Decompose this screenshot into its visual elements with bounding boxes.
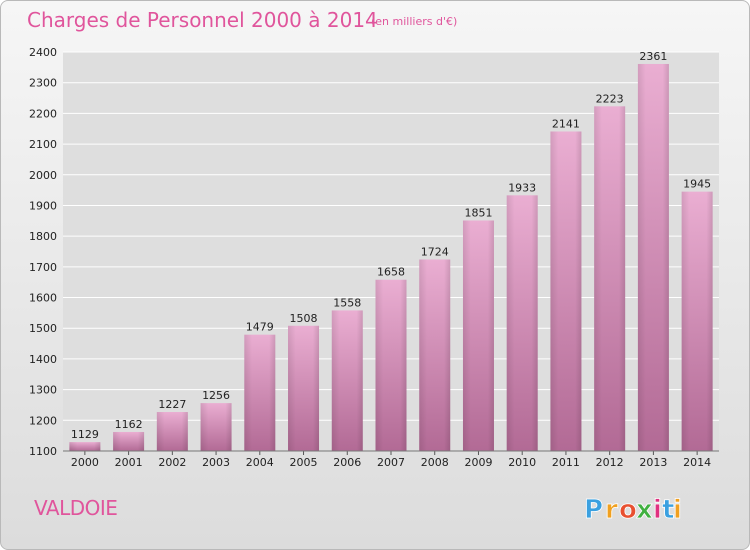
y-tick-label: 1900: [29, 199, 57, 212]
x-tick-label: 2005: [290, 456, 318, 469]
data-label: 2141: [552, 117, 580, 130]
bar-shade: [69, 442, 101, 451]
bar-shade: [681, 191, 713, 451]
data-label: 1945: [683, 178, 711, 191]
bar-shade: [419, 259, 451, 451]
logo-letter: P: [584, 495, 603, 525]
logo-letter: i: [673, 495, 682, 525]
x-tick-label: 2004: [246, 456, 274, 469]
data-label: 2361: [639, 50, 667, 63]
y-tick-label: 2000: [29, 169, 57, 182]
data-label: 1129: [71, 428, 99, 441]
logo-letter: o: [619, 495, 637, 525]
x-tick-label: 2009: [464, 456, 492, 469]
x-tick-label: 2013: [639, 456, 667, 469]
bar-shade: [200, 403, 232, 451]
x-tick-label: 2011: [552, 456, 580, 469]
plot-area: 1100 1200 1300 1400 1500 1600 1700 1800 1900 2000…: [29, 46, 719, 469]
data-label: 1162: [115, 418, 143, 431]
y-tick-label: 1200: [29, 414, 57, 427]
y-tick-label: 1800: [29, 230, 57, 243]
x-tick-label: 2012: [596, 456, 624, 469]
bar-shade: [637, 63, 669, 451]
x-tick-label: 2014: [683, 456, 711, 469]
x-tick-label: 2001: [115, 456, 143, 469]
y-tick-label: 1400: [29, 353, 57, 366]
y-tick-label: 1600: [29, 292, 57, 305]
x-tick-label: 2000: [71, 456, 99, 469]
chart-title: Charges de Personnel 2000 à 2014: [27, 8, 378, 32]
y-tick-label: 1500: [29, 322, 57, 335]
x-tick-label: 2007: [377, 456, 405, 469]
y-tick-label: 1300: [29, 384, 57, 397]
bar-shade: [594, 106, 626, 452]
data-label: 1227: [158, 398, 186, 411]
data-label: 1724: [421, 245, 449, 258]
data-label: 1256: [202, 389, 230, 402]
x-tick-label: 2008: [421, 456, 449, 469]
logo-letter: t: [662, 495, 674, 525]
data-label: 1933: [508, 181, 536, 194]
x-tick-label: 2003: [202, 456, 230, 469]
bar-shade: [550, 131, 582, 451]
data-label: 1479: [246, 321, 274, 334]
x-tick-label: 2006: [333, 456, 361, 469]
bar-shade: [506, 195, 538, 451]
chart-subtitle: (en milliers d'€): [371, 15, 457, 28]
bar-shade: [113, 431, 145, 451]
data-label: 1658: [377, 266, 405, 279]
y-tick-label: 1700: [29, 261, 57, 274]
logo-letter: r: [605, 495, 618, 525]
bar-shade: [244, 334, 276, 451]
region-name: VALDOIE: [34, 496, 117, 520]
bar-shade: [288, 325, 320, 451]
bar-shade: [375, 279, 407, 451]
bar-shade: [462, 220, 494, 451]
x-tick-label: 2010: [508, 456, 536, 469]
data-label: 1558: [333, 296, 361, 309]
y-tick-label: 2100: [29, 138, 57, 151]
logo-letter: i: [653, 495, 662, 525]
data-label: 1508: [290, 312, 318, 325]
bar-shade: [156, 412, 188, 451]
data-label: 2223: [596, 92, 624, 105]
bar-shade: [331, 310, 363, 451]
y-tick-label: 2300: [29, 77, 57, 90]
y-tick-label: 2200: [29, 107, 57, 120]
y-tick-label: 1100: [29, 445, 57, 458]
logo-letter: x: [636, 495, 653, 525]
data-label: 1851: [464, 207, 492, 220]
x-tick-label: 2002: [158, 456, 186, 469]
y-tick-label: 2400: [29, 46, 57, 59]
